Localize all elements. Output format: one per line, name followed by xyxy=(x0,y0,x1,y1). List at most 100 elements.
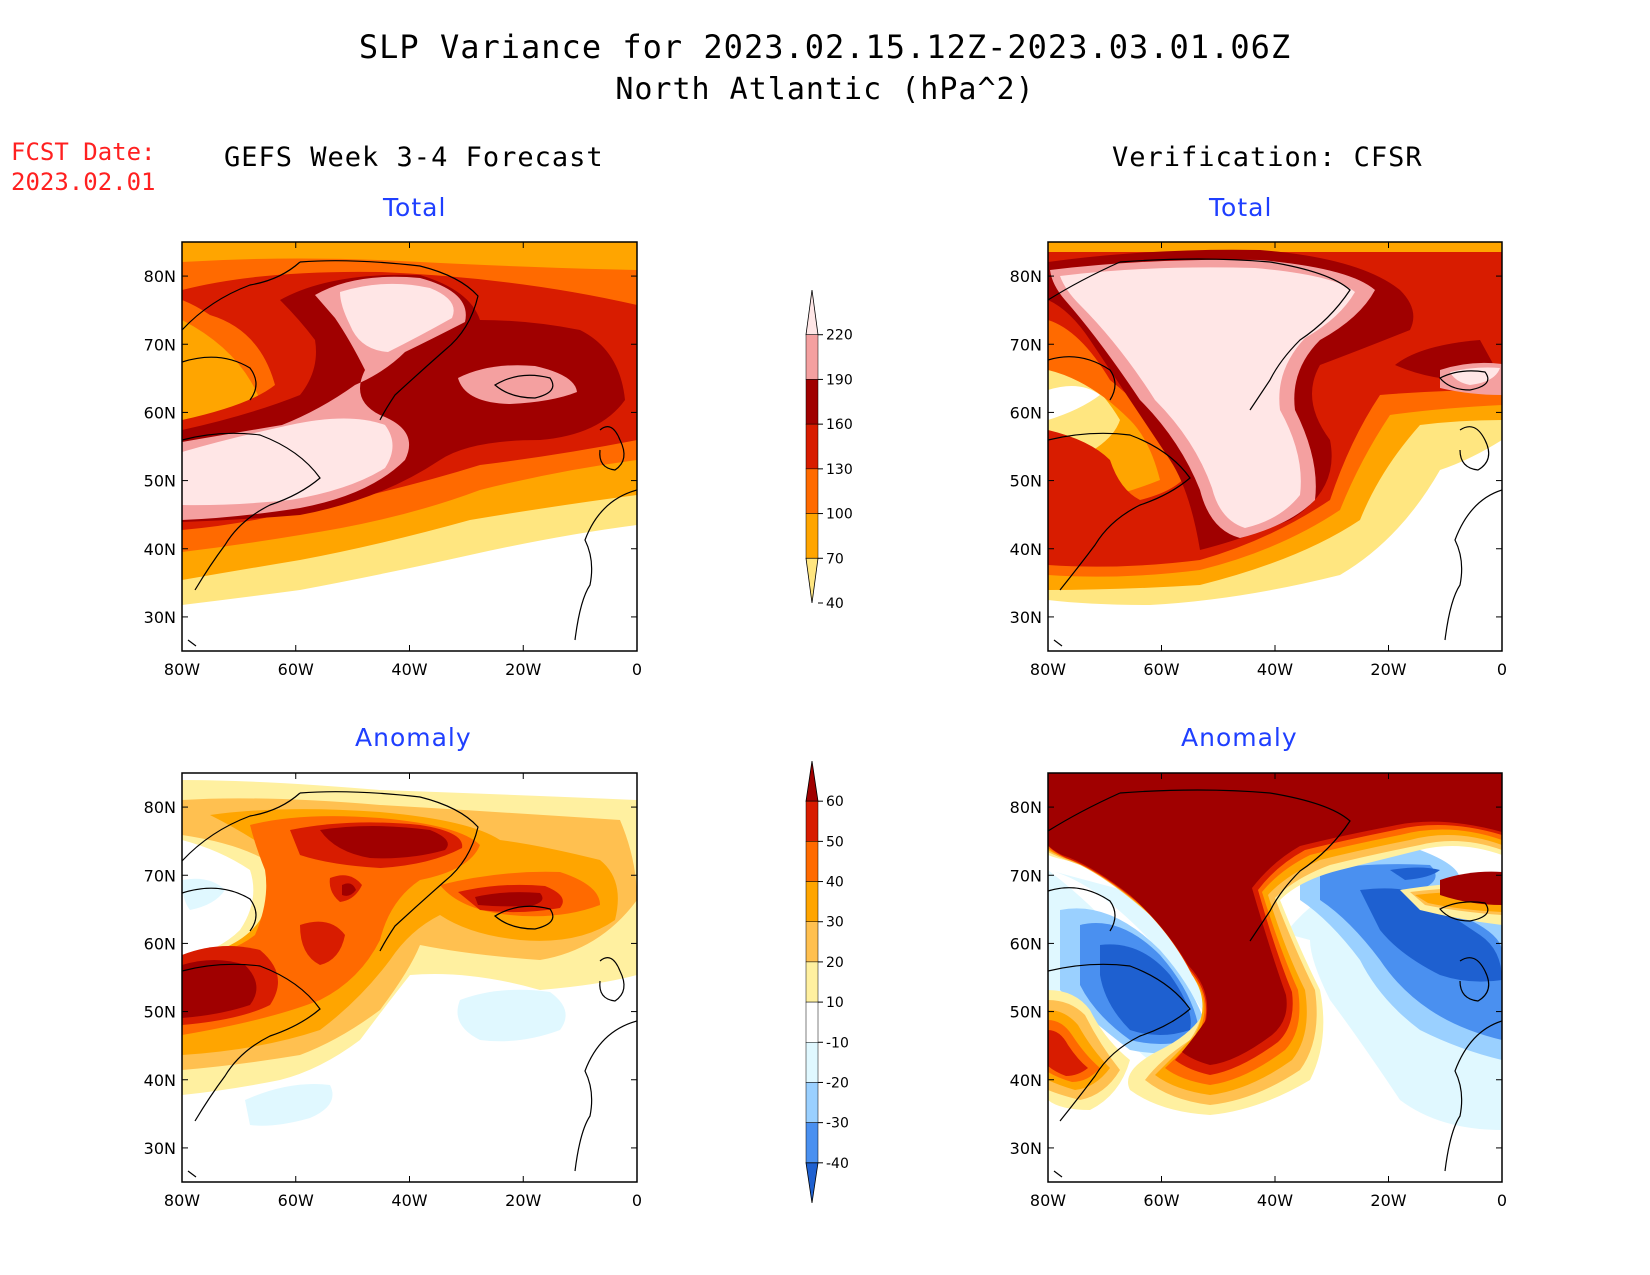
forecast-date-label: FCST Date: xyxy=(11,138,156,166)
contour-neg40-a xyxy=(1100,944,1191,1035)
forecast-total-lon-label: 80W xyxy=(164,660,200,679)
contour-60 xyxy=(1048,773,1502,1065)
forecast-anomaly-lat-label: 70N xyxy=(144,866,176,885)
verification-total-lon-label: 60W xyxy=(1143,660,1179,679)
colorbar-swatch xyxy=(805,557,819,604)
contour-neg40-c xyxy=(1390,867,1440,880)
verification-total-lat-label: 50N xyxy=(1010,472,1042,491)
verification-anomaly-lat-label: 30N xyxy=(1010,1139,1042,1158)
contour-50-c xyxy=(300,921,345,965)
colorbar-total: 220 190 160 130 100 70 40 xyxy=(805,289,853,612)
column-title-forecast: GEFS Week 3-4 Forecast xyxy=(224,142,604,173)
verification-anomaly-lon-label: 20W xyxy=(1370,1191,1406,1210)
colorbar-swatch xyxy=(805,289,819,336)
contour-60-c xyxy=(342,883,356,896)
colorbar-label: 60 xyxy=(826,794,844,810)
verification-total-lat-label: 80N xyxy=(1010,267,1042,286)
colorbar-swatch xyxy=(805,921,819,963)
colorbar-swatch xyxy=(805,1001,819,1043)
forecast-date-value: 2023.02.01 xyxy=(11,168,156,196)
verification-total-lat-label: 30N xyxy=(1010,608,1042,627)
colorbar-swatch xyxy=(805,1162,819,1204)
colorbar-swatch xyxy=(805,881,819,922)
forecast-total-lat-label: 40N xyxy=(144,540,176,559)
colorbar-swatch xyxy=(805,800,819,842)
colorbar-label: -30 xyxy=(826,1116,849,1132)
verification-total-lat-label: 70N xyxy=(1010,335,1042,354)
contour-220-a xyxy=(340,283,454,352)
verification-anomaly-lon-label: 60W xyxy=(1143,1191,1179,1210)
colorbar-label: 10 xyxy=(826,995,844,1011)
verification-total-lon-label: 20W xyxy=(1370,660,1406,679)
forecast-anomaly-lat-label: 30N xyxy=(144,1139,176,1158)
verification-anomaly-lat-label: 70N xyxy=(1010,866,1042,885)
colorbar-label: 40 xyxy=(826,875,844,891)
colorbar-swatch xyxy=(805,423,819,470)
figure-title: SLP Variance for 2023.02.15.12Z-2023.03.… xyxy=(358,28,1292,66)
colorbar-label: 160 xyxy=(826,417,853,433)
forecast-total-lat-label: 50N xyxy=(144,472,176,491)
column-title-verification: Verification: CFSR xyxy=(1112,142,1423,173)
verification-anomaly-lat-label: 80N xyxy=(1010,798,1042,817)
colorbar-swatch xyxy=(805,760,819,802)
verification-anomaly-lat-label: 40N xyxy=(1010,1071,1042,1090)
forecast-total-lon-label: 40W xyxy=(391,660,427,679)
forecast-total-lat-label: 80N xyxy=(144,267,176,286)
colorbar-swatch xyxy=(805,961,819,1003)
contour-neg10-b xyxy=(245,1084,333,1126)
contour-neg10-a xyxy=(457,989,566,1042)
verification-total-lon-label: 0 xyxy=(1497,660,1507,679)
forecast-anomaly-lon-label: 80W xyxy=(164,1191,200,1210)
forecast-anomaly-lon-label: 0 xyxy=(632,1191,642,1210)
contour-60-b xyxy=(1440,871,1502,905)
colorbar-label: 30 xyxy=(826,915,844,931)
colorbar-swatch xyxy=(805,1042,819,1083)
forecast-anomaly-lat-label: 80N xyxy=(144,798,176,817)
forecast-anomaly-lon-label: 60W xyxy=(278,1191,314,1210)
verification-total-lat-label: 60N xyxy=(1010,403,1042,422)
colorbar-label: -20 xyxy=(826,1075,849,1091)
forecast-total-lon-label: 60W xyxy=(278,660,314,679)
map-axes: 80N 70N 60N 50N 40N 30N 80W 60W 40W 20W 0 80N 70N 60N… xyxy=(144,242,1507,1210)
forecast-anomaly-map xyxy=(182,773,637,1182)
colorbar-label: 190 xyxy=(826,372,853,388)
forecast-anomaly-lat-label: 60N xyxy=(144,934,176,953)
coastlines xyxy=(182,791,637,1178)
contour-190-b xyxy=(458,365,577,404)
colorbar-label: 50 xyxy=(826,834,844,850)
colorbar-label: 220 xyxy=(826,328,853,344)
verification-anomaly-lon-label: 0 xyxy=(1497,1191,1507,1210)
forecast-total-lat-label: 60N xyxy=(144,403,176,422)
contour-60-d xyxy=(475,892,543,907)
verification-anomaly-lat-label: 50N xyxy=(1010,1003,1042,1022)
colorbar-label: -10 xyxy=(826,1035,849,1051)
colorbar-label: -40 xyxy=(826,1156,849,1172)
coastlines xyxy=(1048,258,1502,647)
colorbar-label: 100 xyxy=(826,507,853,523)
contour-220-b xyxy=(182,418,393,506)
colorbar-swatch xyxy=(805,334,819,380)
panel-title-verification-anomaly: Anomaly xyxy=(1181,723,1298,752)
forecast-anomaly-lat-label: 50N xyxy=(144,1003,176,1022)
contour-neg10-c xyxy=(182,878,225,910)
forecast-total-lat-label: 30N xyxy=(144,608,176,627)
colorbar-swatch xyxy=(805,1082,819,1123)
coastlines xyxy=(1048,789,1502,1178)
colorbar-swatch xyxy=(805,468,819,514)
forecast-total-lon-label: 0 xyxy=(632,660,642,679)
colorbar-label: 130 xyxy=(826,462,853,478)
contour-60-a xyxy=(320,826,448,859)
verification-anomaly-lon-label: 80W xyxy=(1030,1191,1066,1210)
forecast-anomaly-lat-label: 40N xyxy=(144,1071,176,1090)
forecast-total-map xyxy=(182,242,637,651)
verification-anomaly-map xyxy=(1048,773,1502,1182)
forecast-total-lat-label: 70N xyxy=(144,335,176,354)
colorbar-swatch xyxy=(805,841,819,882)
contour-220-a xyxy=(1060,267,1355,528)
verification-anomaly-lon-label: 40W xyxy=(1257,1191,1293,1210)
colorbar-anomaly: 60 50 40 30 20 10 -10 -20 -30 -40 xyxy=(805,760,849,1204)
verification-total-lat-label: 40N xyxy=(1010,540,1042,559)
panel-title-verification-total: Total xyxy=(1209,193,1273,222)
colorbar-swatch xyxy=(805,513,819,559)
